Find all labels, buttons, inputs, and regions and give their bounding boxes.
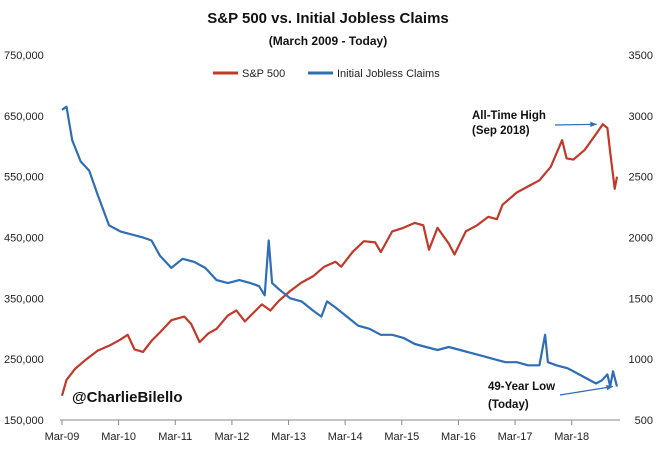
y-left-tick-label: 750,000 xyxy=(4,50,44,62)
chart-subtitle: (March 2009 - Today) xyxy=(269,34,387,48)
annotation-high-line2: (Sep 2018) xyxy=(472,125,530,137)
legend-label-claims: Initial Jobless Claims xyxy=(337,68,440,80)
x-tick-label: Mar-12 xyxy=(214,431,249,443)
y-left-tick-label: 250,000 xyxy=(4,354,44,366)
annotation-high-line1: All-Time High xyxy=(472,110,546,122)
annotation-low-line2: (Today) xyxy=(488,399,529,411)
chart-title: S&P 500 vs. Initial Jobless Claims xyxy=(207,10,449,27)
legend: S&P 500 Initial Jobless Claims xyxy=(213,68,440,80)
y-axis-left-ticks: 150,000 250,000 350,000 450,000 550,000 650,0… xyxy=(4,50,44,427)
y-right-tick-label: 3500 xyxy=(629,50,653,62)
watermark: @CharlieBilello xyxy=(72,389,183,406)
x-tick-label: Mar-10 xyxy=(101,431,136,443)
arrow-head xyxy=(590,121,597,128)
y-left-tick-label: 150,000 xyxy=(4,415,44,427)
x-tick-label: Mar-16 xyxy=(441,431,476,443)
y-axis-right-ticks: 500 1000 1500 2000 2500 3000 3500 xyxy=(629,50,653,427)
x-tick-label: Mar-15 xyxy=(384,431,419,443)
y-left-tick-label: 350,000 xyxy=(4,293,44,305)
x-tick-label: Mar-14 xyxy=(328,431,363,443)
y-right-tick-label: 2000 xyxy=(629,233,653,245)
y-right-tick-label: 500 xyxy=(635,415,653,427)
annotation-high: All-Time High (Sep 2018) xyxy=(472,110,597,137)
annotation-high-arrow xyxy=(554,123,597,126)
y-right-tick-label: 1000 xyxy=(629,354,653,366)
y-right-tick-label: 3000 xyxy=(629,111,653,123)
x-tick-label: Mar-09 xyxy=(45,431,80,443)
y-left-tick-label: 550,000 xyxy=(4,172,44,184)
annotation-low-line1: 49-Year Low xyxy=(488,381,555,393)
y-right-tick-label: 1500 xyxy=(629,293,653,305)
legend-label-sp500: S&P 500 xyxy=(242,68,285,80)
y-left-tick-label: 450,000 xyxy=(4,233,44,245)
series-lines xyxy=(60,105,619,397)
x-tick-label: Mar-11 xyxy=(158,431,192,443)
x-tick-label: Mar-17 xyxy=(498,431,533,443)
annotation-low-arrow xyxy=(559,385,614,396)
x-tick-label: Mar-13 xyxy=(271,431,306,443)
series-line-sp500 xyxy=(60,123,619,397)
y-left-tick-label: 650,000 xyxy=(4,111,44,123)
x-tick-label: Mar-18 xyxy=(554,431,589,443)
arrow-head xyxy=(606,384,613,391)
y-right-tick-label: 2500 xyxy=(629,172,653,184)
series-line-jobless-claims xyxy=(61,105,619,388)
annotation-low: 49-Year Low (Today) xyxy=(488,381,614,411)
x-axis-ticks: Mar-09 Mar-10 Mar-11 Mar-12 Mar-13 Mar-14 Mar-… xyxy=(45,420,589,443)
